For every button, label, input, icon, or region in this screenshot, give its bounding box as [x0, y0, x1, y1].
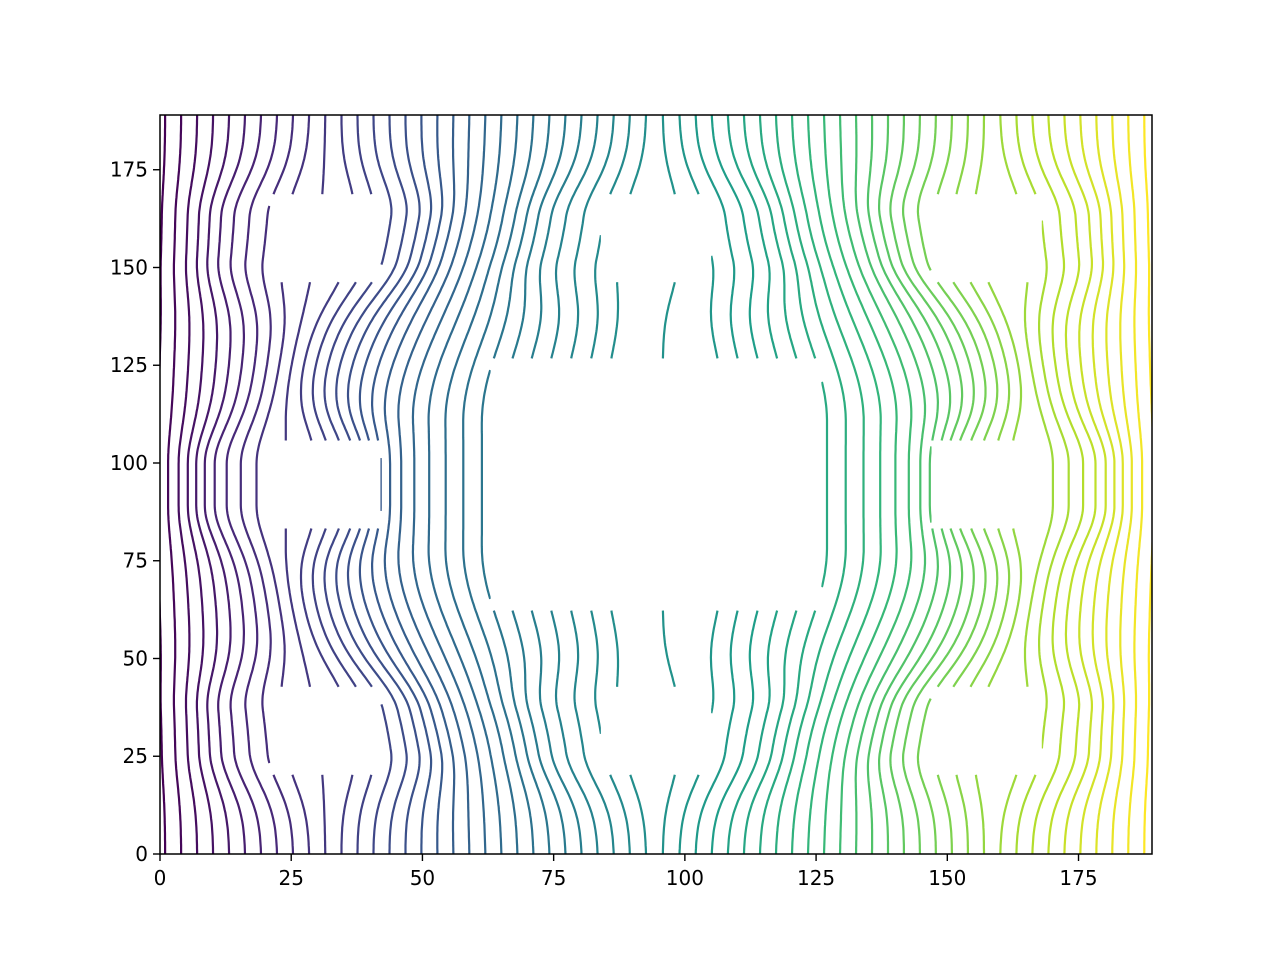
- contour-line: [311, 115, 373, 854]
- contour-line: [1047, 115, 1097, 854]
- y-tick-label: 25: [123, 744, 148, 768]
- contour-line: [225, 115, 279, 854]
- contour-line: [854, 115, 927, 854]
- x-tick-label: 150: [928, 866, 966, 890]
- contour-line: [710, 115, 759, 854]
- contour-line: [742, 115, 798, 854]
- contour-line: [299, 115, 354, 854]
- contour-line: [1127, 115, 1144, 854]
- contour-line: [1095, 115, 1124, 854]
- masked-region: [270, 689, 381, 772]
- contour-line: [758, 115, 829, 854]
- x-tick-label: 50: [410, 866, 435, 890]
- contour-line: [177, 115, 199, 854]
- contour-line: [358, 115, 433, 854]
- contour-line: [239, 115, 295, 854]
- contour-line: [610, 115, 648, 854]
- x-tick-label: 125: [797, 866, 835, 890]
- y-axis: 0 25 50 75 100 125 150 175: [110, 158, 160, 866]
- contour-line: [1143, 115, 1152, 854]
- contour-line: [462, 115, 535, 854]
- contour-line: [480, 115, 551, 854]
- x-tick-label: 175: [1059, 866, 1097, 890]
- contour-line: [397, 115, 471, 854]
- contour-line: [838, 115, 913, 854]
- contour-line: [213, 115, 263, 854]
- x-tick-label: 25: [278, 866, 303, 890]
- contour-line: [999, 115, 1054, 854]
- contour-line: [774, 115, 847, 854]
- x-tick-label: 100: [666, 866, 704, 890]
- contour-line: [1111, 115, 1133, 854]
- contour-line: [726, 115, 779, 854]
- contour-line: [444, 115, 519, 854]
- contour-line: [1063, 115, 1107, 854]
- contour-line: [167, 115, 183, 854]
- contour-line: [678, 115, 719, 854]
- contour-line: [160, 115, 167, 854]
- contour-lines: [160, 115, 1152, 854]
- contour-line: [974, 115, 1023, 854]
- contour-line: [590, 115, 631, 854]
- contour-line: [550, 115, 599, 854]
- contour-line: [511, 115, 567, 854]
- contour-line: [323, 115, 393, 854]
- contour-line: [530, 115, 583, 854]
- x-tick-label: 75: [541, 866, 566, 890]
- masked-region: [931, 689, 1042, 772]
- contour-line: [195, 115, 231, 854]
- masked-region: [270, 443, 381, 526]
- contour-line: [916, 115, 987, 854]
- x-axis: 0 25 50 75 100 125 150 175: [154, 854, 1098, 890]
- contour-line: [284, 115, 327, 854]
- contour-line: [1079, 115, 1116, 854]
- contour-line: [822, 115, 898, 854]
- y-tick-label: 50: [123, 646, 148, 670]
- contour-line: [570, 115, 615, 854]
- masked-region: [270, 197, 381, 280]
- masked-region: [600, 197, 712, 280]
- masked-region: [490, 361, 822, 608]
- masked-regions: [270, 197, 1042, 772]
- y-tick-label: 0: [135, 842, 148, 866]
- contour-line: [878, 115, 952, 854]
- contour-line: [203, 115, 247, 854]
- contour-line: [371, 115, 444, 854]
- contour-line: [955, 115, 1011, 854]
- contour-line: [902, 115, 975, 854]
- masked-region: [931, 443, 1042, 526]
- contour-line: [383, 115, 456, 854]
- contour-line: [936, 115, 999, 854]
- y-tick-label: 175: [110, 158, 148, 182]
- contour-line: [694, 115, 739, 854]
- contour-line: [346, 115, 421, 854]
- contour-line: [411, 115, 487, 854]
- contour-line: [1031, 115, 1085, 854]
- contour-line: [806, 115, 882, 854]
- contour-line: [661, 115, 676, 854]
- y-tick-label: 100: [110, 451, 148, 475]
- contour-line: [335, 115, 408, 854]
- masked-region: [600, 689, 712, 772]
- contour-line: [1015, 115, 1070, 854]
- masked-region: [931, 197, 1042, 280]
- contour-line: [866, 115, 940, 854]
- contour-line: [186, 115, 215, 854]
- plot-frame: [159, 114, 1153, 855]
- contour-line: [255, 115, 311, 854]
- contour-line: [889, 115, 964, 854]
- y-tick-label: 125: [110, 353, 148, 377]
- x-tick-label: 0: [154, 866, 167, 890]
- contour-line: [427, 115, 503, 854]
- y-tick-label: 150: [110, 255, 148, 279]
- contour-line: [790, 115, 865, 854]
- y-tick-label: 75: [123, 549, 148, 573]
